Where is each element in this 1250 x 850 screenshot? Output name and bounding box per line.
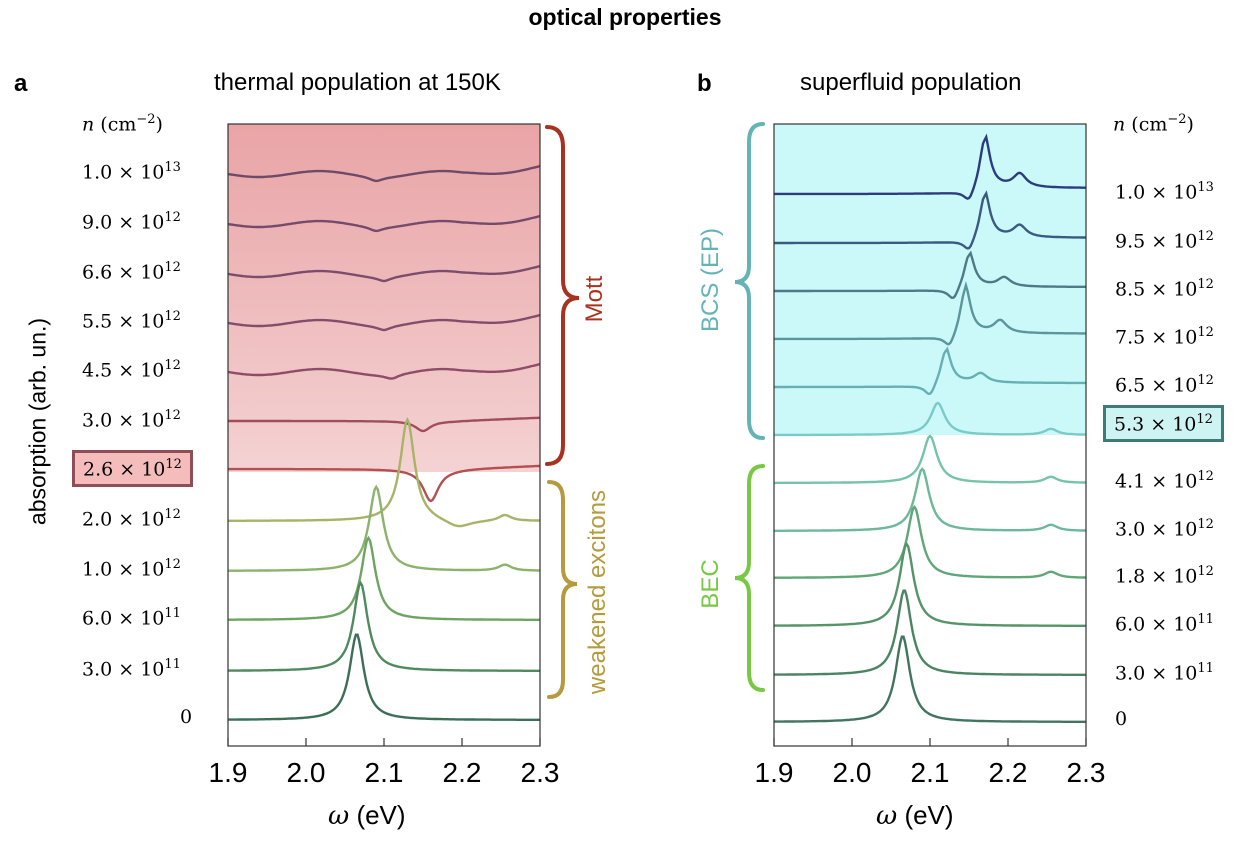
- curve-b-0: [773, 133, 1086, 200]
- curve-b-1: [774, 190, 1086, 250]
- curve-a-0: [227, 164, 541, 183]
- density-header-b: n (cm−2): [1113, 112, 1194, 136]
- curve-b-11: [774, 635, 1086, 723]
- bcs-brace: [734, 122, 765, 440]
- x-ticks: 1.9 2.0 2.1 2.2 2.3 1.9 2.0 2.1 2.2 2.3: [209, 738, 1106, 788]
- curve-a-5: [228, 416, 540, 433]
- x-axis-label-a: ω (eV): [328, 800, 406, 831]
- density-label-a-2: 6.6 × 1012: [82, 260, 181, 284]
- density-label-a-3: 5.5 × 1012: [82, 309, 181, 333]
- curve-a-8: [228, 484, 540, 572]
- density-label-a-6: 2.6 × 1012: [72, 450, 193, 488]
- density-label-b-5: 5.3 × 1012: [1103, 405, 1224, 443]
- density-label-a-4: 4.5 × 1012: [82, 358, 181, 382]
- panel-a-title: thermal population at 150K: [214, 69, 501, 96]
- density-label-b-4: 6.5 × 1012: [1115, 373, 1214, 397]
- density-label-a-10: 3.0 × 1011: [82, 657, 181, 681]
- density-label-b-3: 7.5 × 1012: [1115, 325, 1214, 349]
- curve-b-6: [774, 434, 1087, 485]
- curve-a-6: [228, 464, 541, 503]
- bcs-region-b: [774, 124, 1086, 435]
- density-label-b-0: 1.0 × 1013: [1115, 180, 1214, 204]
- curve-b-5: [774, 401, 1086, 437]
- density-label-a-1: 9.0 × 1012: [82, 210, 181, 234]
- density-label-b-6: 4.1 × 1012: [1115, 469, 1214, 493]
- panel-a-letter: a: [14, 70, 28, 97]
- curve-a-11: [228, 633, 540, 721]
- x-tick-label-a-0: 1.9: [209, 757, 248, 788]
- curve-a-9: [228, 535, 540, 621]
- x-axis-unit-b: (eV): [904, 800, 954, 830]
- density-label-b-1: 9.5 × 1012: [1115, 229, 1214, 253]
- x-tick-label-b-4: 2.3: [1067, 757, 1106, 788]
- mott-label: Mott: [581, 275, 608, 323]
- mott-brace: [545, 125, 580, 466]
- curve-a-7: [228, 416, 541, 528]
- curve-a-10: [228, 580, 540, 672]
- x-tick-label-a-3: 2.2: [443, 757, 482, 788]
- x-tick-label-b-2: 2.1: [911, 757, 950, 788]
- x-tick-label-b-0: 1.9: [755, 757, 794, 788]
- curve-b-10: [774, 589, 1086, 676]
- curve-a-2: [227, 264, 541, 283]
- x-tick-label-a-4: 2.3: [521, 757, 560, 788]
- curve-a-4: [227, 362, 541, 380]
- bec-brace: [734, 464, 765, 692]
- curve-b-4: [774, 346, 1086, 396]
- density-label-a-7: 2.0 × 1012: [82, 507, 181, 531]
- density-label-b-10: 3.0 × 1011: [1115, 661, 1214, 685]
- x-tick-label-b-3: 2.2: [989, 757, 1028, 788]
- curve-b-3: [774, 280, 1086, 346]
- density-label-a-8: 1.0 × 1012: [82, 557, 181, 581]
- density-header-a: n (cm−2): [82, 112, 163, 136]
- figure-title: optical properties: [528, 4, 722, 30]
- mott-region-a: [228, 124, 540, 472]
- x-axis-label-b: ω (eV): [876, 800, 954, 831]
- panel-b-letter: b: [697, 70, 712, 97]
- x-tick-label-b-1: 2.0: [833, 757, 872, 788]
- x-tick-label-a-1: 2.0: [287, 757, 326, 788]
- curve-b-2: [774, 250, 1086, 300]
- density-label-b-9: 6.0 × 1011: [1115, 612, 1214, 636]
- weakened-brace: [547, 480, 578, 699]
- curve-b-8: [774, 504, 1086, 579]
- curve-b-7: [774, 467, 1086, 532]
- density-label-b-2: 8.5 × 1012: [1115, 277, 1214, 301]
- bcs-ep-label: BCS (EP): [697, 228, 724, 333]
- x-tick-label-a-2: 2.1: [365, 757, 404, 788]
- x-axis-unit-a: (eV): [356, 800, 406, 830]
- curve-a-3: [227, 313, 541, 332]
- curves-a: [227, 164, 541, 721]
- curve-b-9: [773, 541, 1086, 627]
- density-label-a-9: 6.0 × 1011: [82, 606, 181, 630]
- weakened-excitons-label: weakened excitons: [584, 489, 611, 695]
- density-label-b-7: 3.0 × 1012: [1115, 517, 1214, 541]
- bec-label: BEC: [697, 559, 724, 609]
- curve-a-1: [227, 214, 541, 233]
- density-label-a-11: 0: [180, 706, 193, 728]
- density-label-a-0: 1.0 × 1013: [82, 160, 181, 184]
- density-label-b-11: 0: [1115, 708, 1128, 730]
- curves-b: [773, 133, 1087, 723]
- density-label-b-8: 1.8 × 1012: [1115, 564, 1214, 588]
- panel-b-title: superfluid population: [800, 69, 1022, 96]
- density-label-a-5: 3.0 × 1012: [82, 408, 181, 432]
